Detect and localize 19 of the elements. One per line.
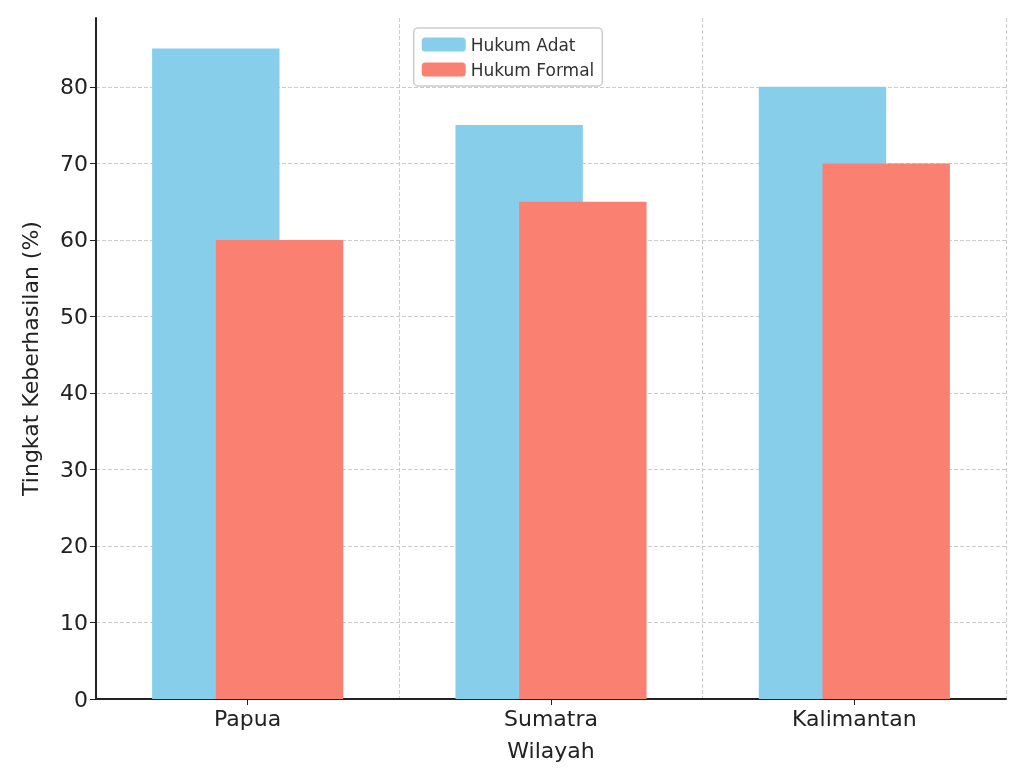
legend-label: Hukum Adat xyxy=(470,34,576,55)
y-tick-label: 70 xyxy=(60,150,88,176)
x-axis-title: Wilayah xyxy=(507,737,595,763)
y-tick-label: 10 xyxy=(60,609,88,635)
bar xyxy=(519,201,647,699)
y-tick-label: 20 xyxy=(60,533,88,559)
y-tick-label: 80 xyxy=(60,74,88,100)
x-tick-label: Sumatra xyxy=(504,705,598,731)
bar xyxy=(215,239,344,699)
bar xyxy=(822,163,950,699)
y-tick-label: 0 xyxy=(74,686,88,712)
y-tick-label: 50 xyxy=(60,303,88,329)
legend-label: Hukum Formal xyxy=(470,59,595,80)
y-tick-label: 60 xyxy=(60,227,88,253)
y-tick-label: 40 xyxy=(60,380,88,406)
x-tick-label: Papua xyxy=(214,705,282,731)
y-axis-title: Tingkat Keberhasilan (%) xyxy=(17,221,43,497)
x-tick-label: Kalimantan xyxy=(792,705,917,731)
y-tick-label: 30 xyxy=(60,456,88,482)
